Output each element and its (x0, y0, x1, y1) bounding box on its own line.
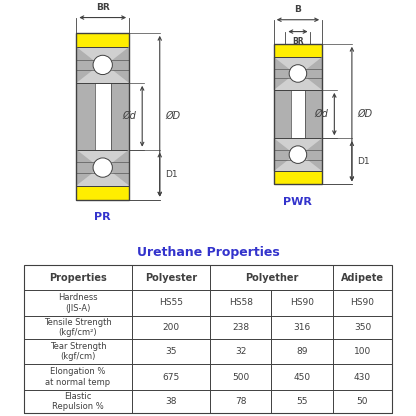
Polygon shape (305, 57, 322, 90)
Text: Tear Strength
(kgf/cm): Tear Strength (kgf/cm) (50, 342, 106, 361)
Bar (77, 33, 129, 200)
Text: Adipete: Adipete (341, 272, 384, 282)
Text: HS90: HS90 (290, 298, 314, 307)
Circle shape (289, 146, 307, 163)
Text: Hardness
(JIS-A): Hardness (JIS-A) (58, 293, 98, 312)
Text: Elastic
Repulsion %: Elastic Repulsion % (52, 392, 104, 411)
Text: 55: 55 (297, 397, 308, 406)
Bar (274, 90, 291, 138)
Polygon shape (77, 47, 95, 83)
Polygon shape (77, 150, 95, 186)
Bar (305, 90, 322, 138)
Text: 500: 500 (232, 372, 249, 381)
Text: D1: D1 (358, 157, 370, 166)
Text: BR: BR (292, 37, 304, 46)
Text: 89: 89 (297, 347, 308, 356)
Text: 100: 100 (354, 347, 371, 356)
Text: Urethane Properties: Urethane Properties (136, 245, 280, 258)
Text: 78: 78 (235, 397, 246, 406)
Bar (77, 47, 129, 83)
Text: 238: 238 (232, 323, 249, 332)
Bar (77, 186, 129, 200)
Bar (274, 44, 322, 57)
Text: ØD: ØD (358, 109, 373, 119)
Bar (95, 83, 111, 150)
Text: 350: 350 (354, 323, 371, 332)
Bar (111, 83, 129, 150)
Bar (291, 90, 305, 138)
Text: HS58: HS58 (229, 298, 253, 307)
Text: PR: PR (94, 212, 111, 222)
Text: D1: D1 (166, 170, 178, 179)
Text: 50: 50 (357, 397, 368, 406)
Bar (274, 138, 322, 171)
Text: 200: 200 (162, 323, 179, 332)
Text: Ød: Ød (315, 109, 329, 119)
Polygon shape (111, 150, 129, 186)
Polygon shape (111, 47, 129, 83)
Polygon shape (274, 138, 291, 171)
Text: 450: 450 (294, 372, 311, 381)
Text: 675: 675 (162, 372, 179, 381)
Text: 35: 35 (165, 347, 177, 356)
Bar (274, 171, 322, 184)
Text: Polyether: Polyether (245, 272, 298, 282)
Text: Tensile Strength
(kgf/cm²): Tensile Strength (kgf/cm²) (44, 317, 112, 337)
Text: 430: 430 (354, 372, 371, 381)
Bar (77, 83, 95, 150)
Text: HS90: HS90 (350, 298, 374, 307)
Text: PWR: PWR (283, 196, 312, 206)
Bar (77, 33, 129, 47)
Text: B: B (295, 5, 301, 14)
Bar (77, 150, 129, 186)
Text: BR: BR (96, 3, 109, 12)
Text: 38: 38 (165, 397, 177, 406)
Polygon shape (305, 138, 322, 171)
Text: Elongation %
at normal temp: Elongation % at normal temp (45, 367, 111, 387)
Text: Polyester: Polyester (145, 272, 197, 282)
Circle shape (289, 65, 307, 82)
Text: 32: 32 (235, 347, 246, 356)
Text: HS55: HS55 (159, 298, 183, 307)
Bar (24, 265, 392, 414)
Polygon shape (274, 57, 291, 90)
Bar (274, 44, 322, 184)
Bar (274, 57, 322, 90)
Circle shape (93, 158, 112, 177)
Text: Properties: Properties (49, 272, 107, 282)
Text: Ød: Ød (123, 111, 136, 121)
Circle shape (93, 55, 112, 74)
Text: 316: 316 (294, 323, 311, 332)
Text: ØD: ØD (166, 111, 181, 121)
